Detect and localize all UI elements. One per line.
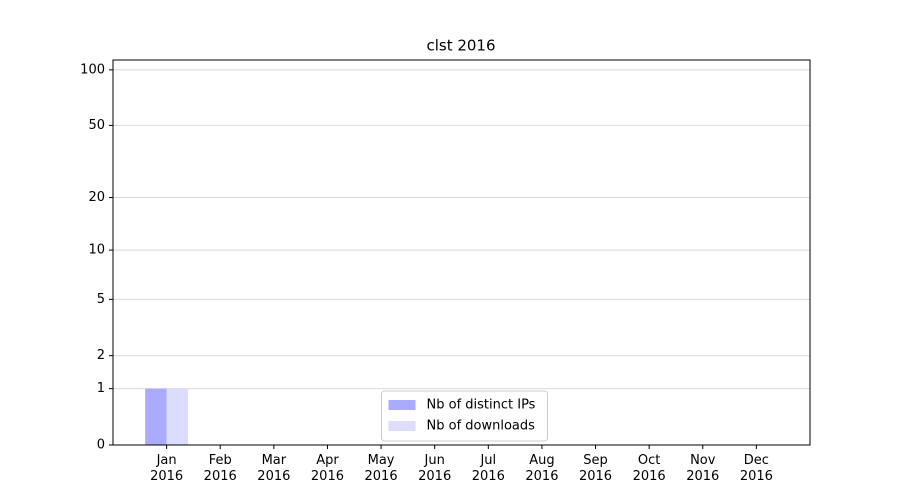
x-tick-label: May 2016 xyxy=(364,453,398,484)
legend-label: Nb of distinct IPs xyxy=(427,398,536,413)
y-tick-label: 10 xyxy=(88,243,105,258)
x-tick-label: Nov 2016 xyxy=(686,453,720,484)
y-tick-label: 5 xyxy=(97,292,105,307)
y-tick-label: 100 xyxy=(80,62,105,77)
legend-box xyxy=(381,390,548,442)
legend-swatch xyxy=(388,421,416,431)
x-tick-label: Feb 2016 xyxy=(203,453,237,484)
x-tick-label: Jul 2016 xyxy=(471,453,505,484)
x-tick-label: Dec 2016 xyxy=(739,453,773,484)
x-tick-label: Sep 2016 xyxy=(578,453,613,484)
y-tick-label: 20 xyxy=(88,190,105,205)
chart-title: clst 2016 xyxy=(426,37,495,55)
y-tick-label: 1 xyxy=(97,381,105,396)
bar xyxy=(166,388,189,445)
x-tick-label: Apr 2016 xyxy=(310,453,344,484)
y-tick-label: 0 xyxy=(97,438,105,453)
bar xyxy=(145,388,167,445)
plot-frame xyxy=(112,59,811,446)
x-tick-label: Jun 2016 xyxy=(418,453,452,484)
x-tick-label: Jan 2016 xyxy=(150,453,184,484)
y-tick-label: 2 xyxy=(97,348,105,363)
legend-swatch xyxy=(388,400,416,410)
x-tick-label: Aug 2016 xyxy=(525,453,559,484)
y-tick-label: 50 xyxy=(88,118,105,133)
x-tick-label: Mar 2016 xyxy=(257,453,291,484)
x-tick-label: Oct 2016 xyxy=(632,453,666,484)
legend-label: Nb of downloads xyxy=(427,419,536,434)
